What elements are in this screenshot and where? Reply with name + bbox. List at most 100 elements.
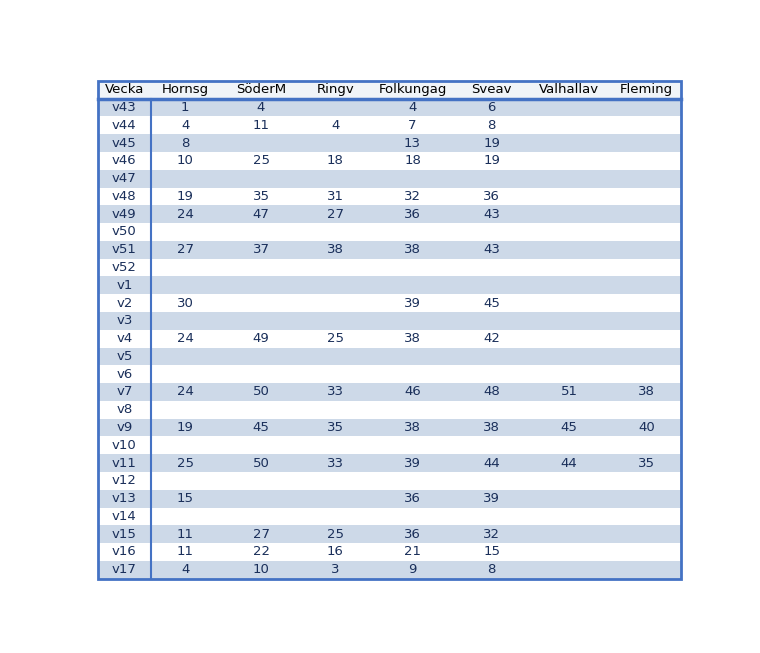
Text: 8: 8 — [487, 119, 496, 132]
Bar — [612, 454, 681, 472]
Text: 4: 4 — [331, 119, 339, 132]
Bar — [457, 205, 526, 223]
Bar — [302, 561, 368, 579]
Bar — [220, 135, 302, 152]
Bar — [457, 116, 526, 135]
Bar — [457, 81, 526, 99]
Bar — [457, 472, 526, 490]
Bar — [302, 312, 368, 330]
Text: 50: 50 — [252, 456, 270, 470]
Text: v11: v11 — [112, 456, 137, 470]
Bar — [526, 205, 612, 223]
Bar — [457, 241, 526, 259]
Bar — [457, 135, 526, 152]
Bar — [98, 99, 150, 116]
Text: 32: 32 — [483, 528, 500, 541]
Text: v2: v2 — [116, 296, 132, 310]
Bar — [368, 223, 457, 241]
Bar — [98, 295, 150, 312]
Bar — [150, 472, 220, 490]
Text: v52: v52 — [112, 261, 137, 274]
Text: 45: 45 — [483, 296, 500, 310]
Bar — [457, 419, 526, 436]
Bar — [98, 543, 150, 561]
Bar — [612, 170, 681, 187]
Bar — [220, 561, 302, 579]
Bar — [612, 295, 681, 312]
Text: 49: 49 — [252, 332, 269, 345]
Bar — [368, 490, 457, 507]
Bar — [220, 116, 302, 135]
Bar — [457, 383, 526, 401]
Bar — [98, 312, 150, 330]
Bar — [526, 507, 612, 525]
Text: 18: 18 — [404, 154, 421, 167]
Bar — [457, 436, 526, 454]
Bar — [526, 365, 612, 383]
Text: v5: v5 — [116, 350, 132, 363]
Bar — [302, 401, 368, 419]
Bar — [302, 472, 368, 490]
Bar — [302, 223, 368, 241]
Bar — [150, 116, 220, 135]
Bar — [368, 312, 457, 330]
Bar — [457, 365, 526, 383]
Text: Ringv: Ringv — [316, 84, 354, 96]
Bar — [368, 436, 457, 454]
Bar — [612, 490, 681, 507]
Bar — [368, 561, 457, 579]
Text: 31: 31 — [327, 190, 344, 203]
Text: 15: 15 — [177, 492, 194, 505]
Bar — [98, 276, 150, 295]
Bar — [457, 170, 526, 187]
Bar — [368, 170, 457, 187]
Text: 32: 32 — [404, 190, 421, 203]
Bar — [612, 81, 681, 99]
Bar — [457, 401, 526, 419]
Text: v45: v45 — [112, 136, 137, 150]
Text: 8: 8 — [487, 564, 496, 576]
Bar — [368, 383, 457, 401]
Bar — [368, 365, 457, 383]
Bar — [457, 295, 526, 312]
Bar — [526, 330, 612, 347]
Text: 19: 19 — [177, 421, 194, 434]
Text: 13: 13 — [404, 136, 421, 150]
Bar — [302, 330, 368, 347]
Bar — [220, 383, 302, 401]
Bar — [302, 543, 368, 561]
Bar — [612, 187, 681, 205]
Bar — [368, 472, 457, 490]
Text: v1: v1 — [116, 279, 132, 292]
Text: 21: 21 — [404, 545, 421, 558]
Bar — [302, 525, 368, 543]
Text: 38: 38 — [404, 332, 421, 345]
Bar — [98, 223, 150, 241]
Bar — [150, 436, 220, 454]
Bar — [220, 187, 302, 205]
Text: 46: 46 — [404, 385, 421, 398]
Bar — [526, 454, 612, 472]
Bar — [98, 454, 150, 472]
Bar — [368, 401, 457, 419]
Bar — [220, 330, 302, 347]
Text: v13: v13 — [112, 492, 137, 505]
Text: 35: 35 — [327, 421, 344, 434]
Text: v7: v7 — [116, 385, 132, 398]
Text: 27: 27 — [177, 244, 194, 256]
Text: 10: 10 — [177, 154, 194, 167]
Text: 19: 19 — [177, 190, 194, 203]
Bar — [457, 454, 526, 472]
Text: 19: 19 — [483, 136, 500, 150]
Bar — [526, 525, 612, 543]
Bar — [526, 401, 612, 419]
Bar — [612, 419, 681, 436]
Bar — [220, 241, 302, 259]
Text: 50: 50 — [252, 385, 270, 398]
Text: v9: v9 — [116, 421, 132, 434]
Bar — [302, 365, 368, 383]
Bar — [526, 472, 612, 490]
Bar — [457, 507, 526, 525]
Text: 36: 36 — [404, 528, 421, 541]
Bar — [150, 561, 220, 579]
